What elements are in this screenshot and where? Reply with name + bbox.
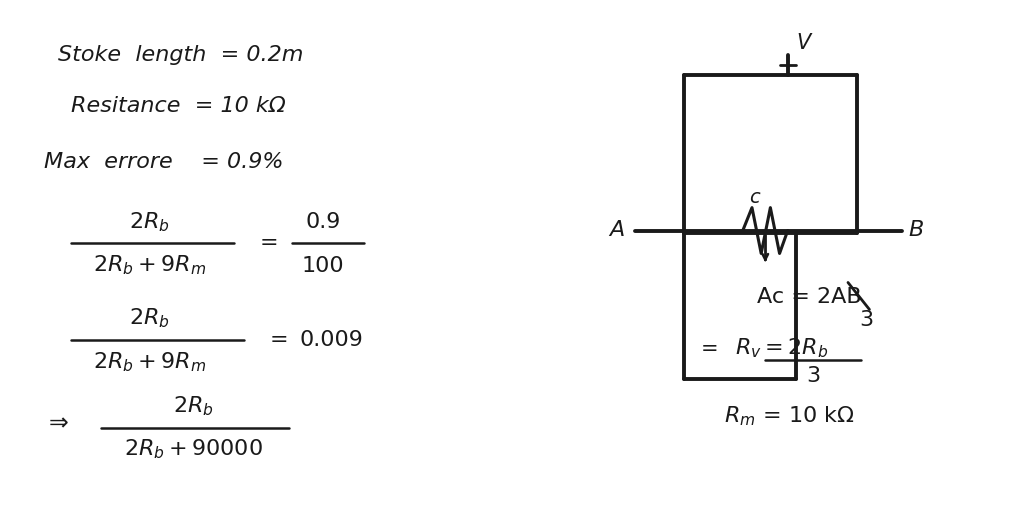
Text: 3: 3 — [806, 366, 820, 386]
Text: B: B — [908, 220, 924, 240]
Text: A: A — [609, 220, 625, 240]
Text: $\Rightarrow$: $\Rightarrow$ — [44, 410, 70, 434]
Text: Max  errore    = 0.9%: Max errore = 0.9% — [44, 152, 284, 172]
Text: $2R_b + 90000$: $2R_b + 90000$ — [124, 438, 263, 461]
Text: Stoke  length  = 0.2m: Stoke length = 0.2m — [57, 45, 303, 65]
Text: $2R_b + 9R_m$: $2R_b + 9R_m$ — [93, 253, 206, 277]
Text: Resitance  = 10 kΩ: Resitance = 10 kΩ — [71, 96, 286, 116]
Text: $2R_b$: $2R_b$ — [173, 394, 214, 418]
Text: $R_v = 2R_b$: $R_v = 2R_b$ — [734, 337, 828, 360]
Text: $R_m$ = 10 k$\Omega$: $R_m$ = 10 k$\Omega$ — [724, 404, 855, 428]
Text: =: = — [700, 338, 718, 359]
Text: $2R_b$: $2R_b$ — [129, 210, 170, 233]
Text: 0.009: 0.009 — [300, 330, 364, 350]
Text: =: = — [260, 233, 279, 253]
Text: c: c — [749, 188, 760, 207]
Text: $2R_b + 9R_m$: $2R_b + 9R_m$ — [93, 350, 206, 374]
Text: Ac = 2AB: Ac = 2AB — [757, 287, 862, 307]
Text: 100: 100 — [302, 256, 344, 276]
Text: V: V — [796, 33, 810, 53]
Text: 0.9: 0.9 — [305, 212, 341, 232]
Text: 3: 3 — [859, 310, 873, 330]
Text: $2R_b$: $2R_b$ — [129, 306, 170, 330]
Text: =: = — [270, 330, 289, 350]
